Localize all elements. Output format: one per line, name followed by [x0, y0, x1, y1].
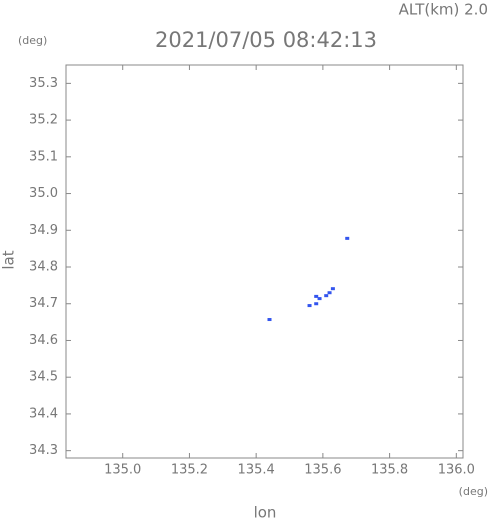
x-unit: (deg)	[459, 485, 488, 498]
y-tick-label: 34.7	[29, 296, 58, 311]
point	[330, 287, 335, 291]
point	[267, 318, 272, 322]
x-tick-label: 135.0	[104, 463, 141, 478]
y-tick-label: 34.3	[29, 443, 58, 458]
y-unit: (deg)	[18, 34, 47, 47]
y-tick-label: 35.2	[29, 113, 58, 128]
point	[307, 304, 312, 308]
chart-title: 2021/07/05 08:42:13	[155, 28, 377, 52]
y-tick-label: 35.1	[29, 149, 58, 164]
x-tick-label: 135.4	[238, 463, 275, 478]
x-tick-label: 136.0	[438, 463, 475, 478]
plot-frame	[65, 64, 464, 459]
point	[345, 236, 350, 240]
point	[317, 297, 322, 301]
point	[324, 294, 329, 298]
y-tick-label: 35.3	[29, 76, 58, 91]
y-tick-label: 34.8	[29, 260, 58, 275]
y-tick-label: 34.9	[29, 223, 58, 238]
x-tick-label: 135.8	[371, 463, 408, 478]
y-tick-label: 35.0	[29, 186, 58, 201]
y-axis-label: lat	[0, 250, 18, 269]
y-tick-label: 34.4	[29, 406, 58, 421]
y-tick-label: 34.6	[29, 333, 58, 348]
point	[314, 302, 319, 306]
x-tick-label: 135.2	[171, 463, 208, 478]
point	[314, 294, 319, 298]
point	[327, 291, 332, 295]
altitude-annotation: ALT(km) 2.0	[399, 1, 488, 19]
y-tick-label: 34.5	[29, 370, 58, 385]
x-tick-label: 135.6	[304, 463, 341, 478]
x-axis-label: lon	[254, 504, 277, 521]
